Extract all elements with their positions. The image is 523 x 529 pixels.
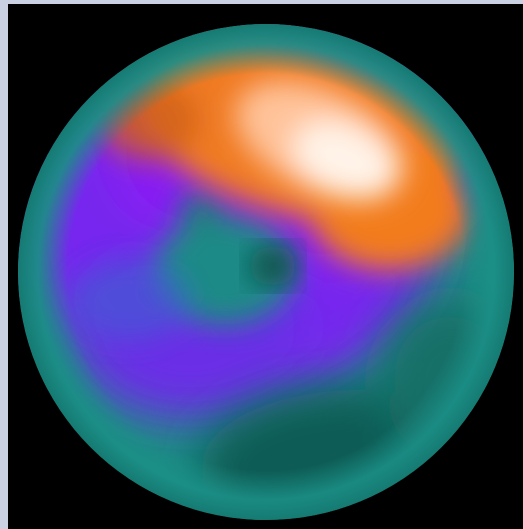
- polar-map-image: [0, 0, 523, 529]
- rim: [18, 24, 514, 520]
- page: [0, 0, 523, 529]
